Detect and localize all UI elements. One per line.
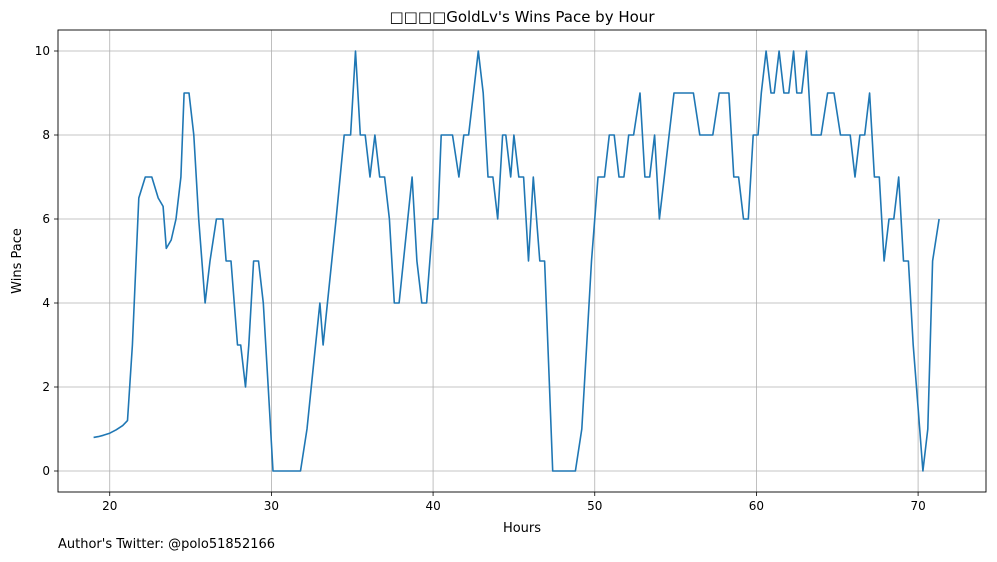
x-tick-label: 30 <box>264 499 279 513</box>
x-tick-label: 20 <box>102 499 117 513</box>
x-tick-label: 70 <box>910 499 925 513</box>
y-tick-label: 10 <box>35 44 50 58</box>
author-credit: Author's Twitter: @polo51852166 <box>58 537 276 552</box>
chart-title: □□□□GoldLv's Wins Pace by Hour <box>390 8 656 26</box>
y-tick-label: 8 <box>42 128 50 142</box>
y-axis-label: Wins Pace <box>10 228 25 294</box>
x-tick-label: 60 <box>749 499 764 513</box>
y-tick-label: 0 <box>42 464 50 478</box>
y-tick-label: 6 <box>42 212 50 226</box>
grid <box>58 30 986 492</box>
plot-frame <box>57 29 987 493</box>
x-tick-label: 40 <box>425 499 440 513</box>
series-line <box>93 50 940 472</box>
y-tick-label: 4 <box>42 296 50 310</box>
ticks: 20 30 40 50 60 70 0 2 4 6 8 10 <box>35 44 926 513</box>
x-tick-label: 50 <box>587 499 602 513</box>
x-axis-label: Hours <box>503 521 541 536</box>
y-tick-label: 2 <box>42 380 50 394</box>
